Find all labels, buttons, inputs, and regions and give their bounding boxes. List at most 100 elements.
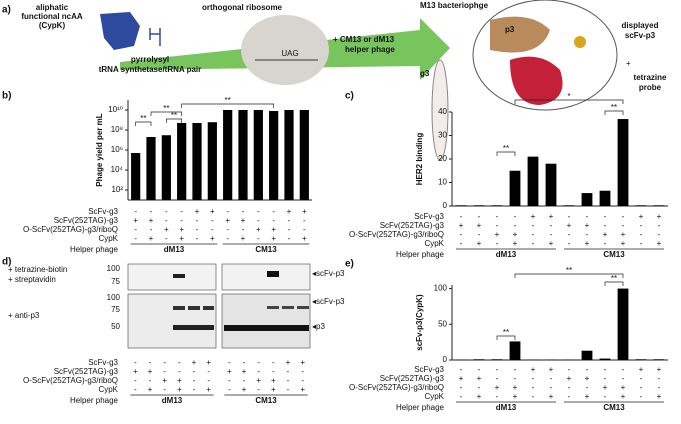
condition-sign: - bbox=[640, 239, 643, 248]
panel-letter: a) bbox=[2, 5, 11, 16]
condition-sign: - bbox=[272, 216, 275, 225]
y-tick-label: 10⁶ bbox=[111, 145, 123, 154]
p3-shape bbox=[490, 16, 550, 53]
bar bbox=[491, 359, 503, 360]
condition-sign: + bbox=[164, 225, 169, 234]
condition-sign: - bbox=[288, 216, 291, 225]
condition-sign: - bbox=[514, 365, 517, 374]
condition-sign: + bbox=[531, 212, 536, 221]
codon: UAG bbox=[281, 49, 298, 58]
condition-label: ScFv-g3 bbox=[414, 365, 444, 374]
condition-sign: - bbox=[478, 212, 481, 221]
y-tick-label: 10⁴ bbox=[111, 165, 124, 174]
label: aliphatic bbox=[36, 3, 69, 12]
condition-sign: - bbox=[163, 385, 166, 394]
bar bbox=[509, 170, 521, 206]
condition-sign: - bbox=[568, 383, 571, 392]
band-label: ◂scFv-p3 bbox=[312, 269, 345, 278]
blot bbox=[221, 293, 311, 349]
condition-sign: - bbox=[287, 385, 290, 394]
group-label: CM13 bbox=[255, 396, 277, 405]
condition-sign: + bbox=[513, 230, 518, 239]
condition-sign: - bbox=[460, 230, 463, 239]
condition-sign: + bbox=[206, 358, 211, 367]
condition-sign: - bbox=[134, 207, 137, 216]
label: + bbox=[626, 59, 631, 68]
condition-sign: + bbox=[603, 383, 608, 392]
condition-sign: + bbox=[477, 374, 482, 383]
synthetase-icon bbox=[100, 12, 140, 50]
condition-sign: - bbox=[211, 225, 214, 234]
condition-sign: + bbox=[300, 385, 305, 394]
condition-sign: - bbox=[496, 221, 499, 230]
condition-sign: - bbox=[257, 358, 260, 367]
significance-bracket bbox=[135, 121, 152, 126]
condition-sign: - bbox=[496, 212, 499, 221]
label: (CypK) bbox=[39, 21, 66, 30]
condition-sign: - bbox=[242, 225, 245, 234]
condition-sign: - bbox=[586, 383, 589, 392]
label: functional ncAA bbox=[21, 12, 83, 21]
condition-sign: - bbox=[226, 207, 229, 216]
condition-sign: + bbox=[242, 385, 247, 394]
bar bbox=[491, 205, 503, 206]
group-label: CM13 bbox=[603, 250, 625, 259]
condition-sign: - bbox=[257, 207, 260, 216]
condition-sign: - bbox=[287, 376, 290, 385]
label: tetrazine bbox=[634, 73, 667, 82]
panel-letter: c) bbox=[345, 91, 354, 102]
condition-sign: - bbox=[134, 376, 137, 385]
condition-sign: - bbox=[586, 230, 589, 239]
condition-sign: - bbox=[532, 230, 535, 239]
significance-label: ** bbox=[611, 274, 617, 283]
condition-sign: - bbox=[568, 365, 571, 374]
condition-sign: - bbox=[622, 365, 625, 374]
bar bbox=[177, 123, 187, 200]
condition-sign: + bbox=[567, 221, 572, 230]
condition-sign: - bbox=[303, 216, 306, 225]
condition-sign: - bbox=[640, 374, 643, 383]
condition-sign: - bbox=[134, 225, 137, 234]
condition-sign: - bbox=[288, 225, 291, 234]
band bbox=[267, 271, 279, 277]
condition-sign: - bbox=[257, 367, 260, 376]
band-label: ◂scFv-p3 bbox=[312, 297, 345, 306]
bar bbox=[653, 359, 665, 360]
bar bbox=[146, 136, 156, 200]
condition-sign: - bbox=[178, 367, 181, 376]
significance-bracket bbox=[514, 99, 624, 104]
condition-sign: + bbox=[162, 376, 167, 385]
panel-d: d) + tetrazine-biotin + streptavidin + a… bbox=[2, 257, 345, 349]
condition-sign: - bbox=[568, 239, 571, 248]
condition-sign: + bbox=[179, 225, 184, 234]
condition-sign: - bbox=[586, 365, 589, 374]
bar bbox=[473, 359, 485, 360]
condition-sign: + bbox=[206, 385, 211, 394]
condition-sign: + bbox=[585, 392, 590, 401]
condition-sign: + bbox=[271, 225, 276, 234]
condition-sign: + bbox=[513, 383, 518, 392]
condition-label: CypK bbox=[98, 234, 118, 243]
condition-sign: - bbox=[243, 358, 246, 367]
condition-sign: - bbox=[550, 230, 553, 239]
condition-sign: + bbox=[567, 374, 572, 383]
condition-sign: - bbox=[658, 221, 661, 230]
condition-sign: - bbox=[178, 358, 181, 367]
condition-sign: + bbox=[210, 234, 215, 243]
bar bbox=[269, 110, 279, 200]
condition-sign: - bbox=[622, 374, 625, 383]
blot bbox=[127, 263, 217, 291]
condition-sign: - bbox=[658, 383, 661, 392]
condition-sign: - bbox=[604, 374, 607, 383]
condition-sign: - bbox=[550, 221, 553, 230]
condition-sign: - bbox=[604, 392, 607, 401]
condition-sign: + bbox=[241, 234, 246, 243]
condition-sign: + bbox=[657, 239, 662, 248]
panel-letter: e) bbox=[345, 259, 354, 270]
condition-sign: - bbox=[272, 358, 275, 367]
label: probe bbox=[639, 83, 662, 92]
condition-sign: + bbox=[271, 376, 276, 385]
condition-sign: + bbox=[621, 230, 626, 239]
y-tick-label: 10⁸ bbox=[111, 125, 123, 134]
condition-sign: - bbox=[532, 392, 535, 401]
